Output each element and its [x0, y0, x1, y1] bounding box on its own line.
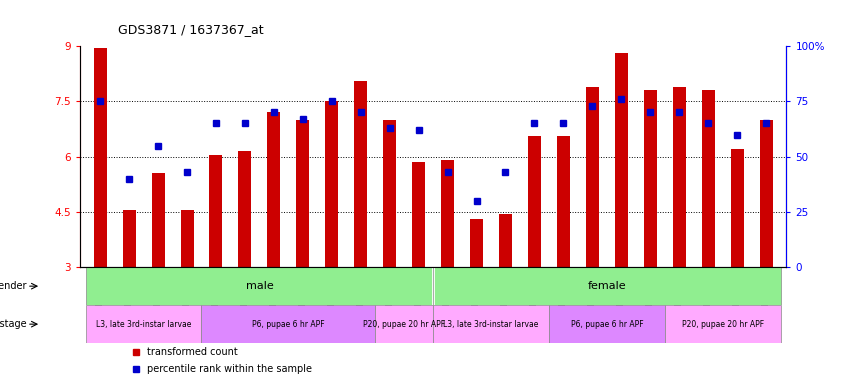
Bar	[354, 81, 368, 267]
Bar	[267, 113, 280, 267]
Text: female: female	[588, 281, 627, 291]
Bar	[557, 136, 570, 267]
Bar	[412, 162, 426, 267]
Text: development stage: development stage	[0, 319, 27, 329]
Bar	[586, 87, 599, 267]
Bar	[433, 305, 549, 343]
Bar	[731, 149, 743, 267]
Bar	[238, 151, 251, 267]
Bar	[202, 305, 375, 343]
Text: P6, pupae 6 hr APF: P6, pupae 6 hr APF	[570, 319, 643, 329]
Bar	[209, 155, 223, 267]
Bar	[664, 305, 780, 343]
Bar	[86, 267, 433, 305]
Bar	[549, 305, 664, 343]
Bar	[615, 53, 628, 267]
Bar	[151, 173, 165, 267]
Text: P6, pupae 6 hr APF: P6, pupae 6 hr APF	[252, 319, 325, 329]
Bar	[759, 120, 773, 267]
Bar	[123, 210, 135, 267]
Bar	[528, 136, 541, 267]
Bar	[470, 219, 483, 267]
Text: gender: gender	[0, 281, 27, 291]
Bar	[93, 48, 107, 267]
Text: male: male	[246, 281, 273, 291]
Text: percentile rank within the sample: percentile rank within the sample	[147, 364, 312, 374]
Bar	[441, 160, 454, 267]
Bar	[499, 214, 512, 267]
Text: L3, late 3rd-instar larvae: L3, late 3rd-instar larvae	[443, 319, 539, 329]
Bar	[433, 267, 780, 305]
Bar	[673, 87, 685, 267]
Bar	[701, 90, 715, 267]
Text: L3, late 3rd-instar larvae: L3, late 3rd-instar larvae	[96, 319, 191, 329]
Bar	[86, 305, 202, 343]
Text: P20, pupae 20 hr APF: P20, pupae 20 hr APF	[681, 319, 764, 329]
Bar	[383, 120, 396, 267]
Bar	[643, 90, 657, 267]
Text: GDS3871 / 1637367_at: GDS3871 / 1637367_at	[118, 23, 263, 36]
Bar	[296, 120, 309, 267]
Bar	[325, 101, 338, 267]
Text: P20, pupae 20 hr APF: P20, pupae 20 hr APF	[363, 319, 445, 329]
Text: transformed count: transformed count	[147, 348, 238, 358]
Bar	[375, 305, 433, 343]
Bar	[181, 210, 193, 267]
